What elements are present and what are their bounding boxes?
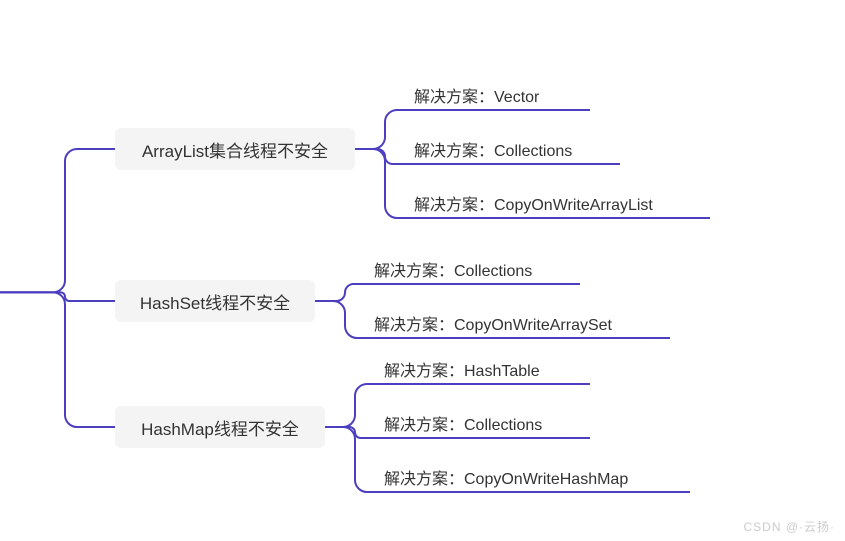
leaf-hs-cowas: 解决方案：CopyOnWriteArraySet (370, 308, 670, 338)
leaf-hm-hashtable: 解决方案：HashTable (380, 354, 590, 384)
branch-hashset: HashSet线程不安全 (115, 280, 315, 322)
leaf-hm-collections: 解决方案：Collections (380, 408, 590, 438)
branch-arraylist: ArrayList集合线程不安全 (115, 128, 355, 170)
leaf-al-collections: 解决方案：Collections (410, 134, 620, 164)
leaf-al-cowal: 解决方案：CopyOnWriteArrayList (410, 188, 710, 218)
leaf-hs-collections: 解决方案：Collections (370, 254, 580, 284)
leaf-al-vector: 解决方案：Vector (410, 80, 590, 110)
watermark-text: CSDN @·云扬· (743, 518, 835, 535)
branch-hashmap: HashMap线程不安全 (115, 406, 325, 448)
leaf-hm-cowhm: 解决方案：CopyOnWriteHashMap (380, 462, 690, 492)
